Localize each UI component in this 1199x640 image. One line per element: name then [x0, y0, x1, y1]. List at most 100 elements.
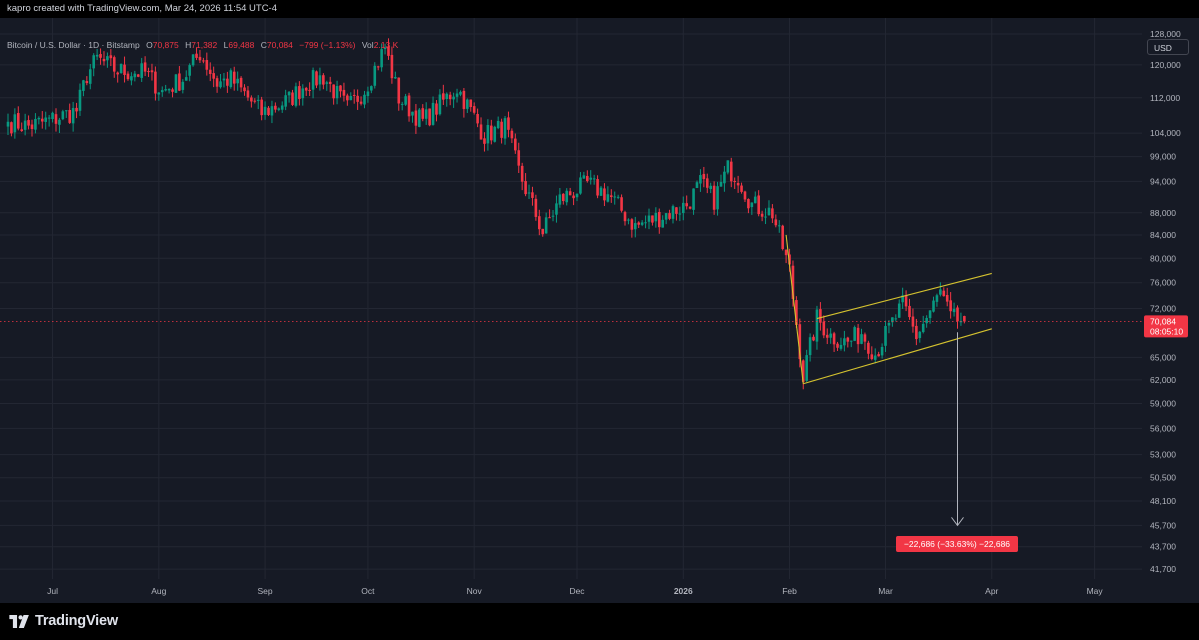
channel-upper-line [816, 272, 992, 320]
price-tick-label: 72,000 [1150, 304, 1176, 314]
candle-body [531, 192, 534, 198]
candle-body [500, 121, 503, 138]
candle-body [791, 265, 795, 299]
candle-body [54, 114, 58, 124]
candle-body [304, 87, 308, 91]
candle-body [551, 215, 555, 217]
candle-body [894, 318, 898, 320]
price-tick-label: 94,000 [1150, 176, 1176, 186]
candle-body [123, 64, 126, 75]
candle-body [819, 309, 822, 323]
candle-body [102, 58, 106, 62]
time-tick-label: 2026 [674, 586, 693, 596]
candle-body [332, 84, 335, 99]
candle-body [318, 75, 322, 85]
candle-body [661, 219, 665, 228]
candle-body [712, 185, 716, 210]
candle-body [740, 185, 743, 192]
grid [0, 18, 1142, 579]
candle-body [198, 56, 202, 61]
price-tick-label: 45,700 [1150, 520, 1176, 530]
candle-body [95, 54, 99, 57]
candle-body [853, 327, 856, 341]
candle-body [877, 354, 880, 357]
candle-body [13, 114, 17, 133]
time-axis[interactable]: Jul Aug Sep Oct Nov Dec 2026 Feb Mar Apr May [47, 586, 1103, 596]
candle-body [925, 317, 928, 324]
candle-body [226, 78, 229, 86]
candle-body [743, 191, 747, 200]
candle-body [863, 334, 867, 342]
candle-body [490, 125, 493, 141]
candle-body [466, 99, 469, 109]
candle-body [459, 91, 462, 95]
candle-body [40, 118, 44, 122]
candle-body [633, 223, 637, 230]
candle-body [716, 186, 719, 210]
candle-body [956, 307, 959, 322]
candle-body [520, 165, 524, 182]
price-tick-label: 56,000 [1150, 423, 1176, 433]
price-tick-label: 88,000 [1150, 208, 1176, 218]
candles [6, 38, 966, 390]
candle-body [942, 290, 946, 297]
drawings[interactable]: −22,686 (−33.63%) −22,686 [0, 234, 1142, 552]
price-tick-label: 62,000 [1150, 375, 1176, 385]
symbol-name: Bitcoin / U.S. Dollar · 1D · Bitstamp [7, 40, 140, 50]
candle-body [606, 194, 610, 202]
candle-body [726, 160, 730, 173]
price-chart[interactable]: −22,686 (−33.63%) −22,686 128,000 120,000… [0, 18, 1199, 603]
candle-body [263, 106, 267, 115]
candle-body [51, 112, 54, 120]
candle-body [829, 333, 832, 338]
candle-body [37, 117, 41, 120]
candle-body [250, 97, 253, 102]
candle-body [421, 108, 425, 119]
candle-body [442, 93, 445, 100]
price-tick-label: 120,000 [1150, 60, 1181, 70]
price-tick-label: 65,000 [1150, 352, 1176, 362]
candle-body [10, 122, 13, 134]
candle-body [771, 208, 774, 219]
candle-body [887, 322, 891, 326]
candle-body [517, 150, 521, 166]
candle-body [58, 119, 61, 125]
price-tick-label: 59,000 [1150, 399, 1176, 409]
price-tick-label: 80,000 [1150, 253, 1176, 263]
candle-body [757, 195, 760, 215]
currency-button[interactable]: USD [1147, 39, 1189, 55]
candle-body [390, 54, 394, 79]
open-label: O [146, 40, 153, 50]
candle-body [308, 89, 311, 91]
candle-body [160, 90, 164, 93]
tradingview-brand[interactable]: TradingView [9, 611, 118, 631]
candle-body [582, 175, 586, 179]
candle-body [400, 103, 404, 105]
candle-body [589, 177, 593, 180]
candle-body [428, 108, 431, 126]
candle-body [891, 317, 894, 323]
open-value: 70,875 [152, 40, 179, 50]
candle-body [640, 222, 644, 225]
measure-label-text: −22,686 (−33.63%) −22,686 [904, 539, 1010, 549]
time-tick-label: May [1087, 586, 1104, 596]
chart-pane[interactable]: −22,686 (−33.63%) −22,686 128,000 120,000… [0, 18, 1199, 603]
time-tick-label: Mar [878, 586, 893, 596]
candle-body [82, 80, 85, 91]
candle-body [346, 95, 349, 101]
candle-body [376, 66, 380, 68]
price-axis[interactable]: 128,000 120,000 112,000 104,000 99,000 94,000… [1144, 29, 1188, 574]
price-tick-label: 53,000 [1150, 450, 1176, 460]
candle-body [801, 360, 805, 382]
candle-body [750, 202, 754, 208]
candle-body [92, 55, 95, 69]
candle-body [846, 337, 850, 342]
candle-body [654, 212, 658, 222]
tradingview-logo-icon [9, 614, 29, 628]
candle-body [164, 89, 167, 91]
candle-body [6, 121, 10, 127]
candle-body [777, 225, 781, 227]
candle-body [407, 95, 411, 117]
candle-body [781, 225, 784, 249]
candle-body [294, 86, 298, 106]
